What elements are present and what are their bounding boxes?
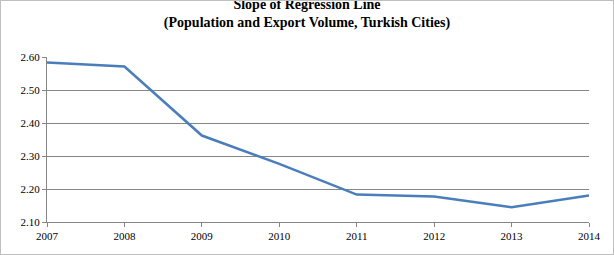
svg-text:2013: 2013 (501, 230, 524, 242)
svg-text:2008: 2008 (113, 230, 135, 242)
svg-text:2009: 2009 (191, 230, 214, 242)
svg-text:2010: 2010 (268, 230, 291, 242)
svg-text:2014: 2014 (578, 230, 601, 242)
svg-text:2.10: 2.10 (21, 216, 41, 228)
svg-text:2.60: 2.60 (21, 51, 41, 63)
svg-text:2.50: 2.50 (21, 84, 41, 96)
svg-text:2007: 2007 (36, 230, 59, 242)
svg-text:2011: 2011 (346, 230, 368, 242)
svg-text:2.30: 2.30 (21, 150, 41, 162)
svg-text:2012: 2012 (423, 230, 445, 242)
svg-text:Slope of Regression Line(Popul: Slope of Regression Line(Population and … (164, 1, 451, 31)
svg-text:2.40: 2.40 (21, 117, 41, 129)
svg-text:2.20: 2.20 (21, 183, 41, 195)
